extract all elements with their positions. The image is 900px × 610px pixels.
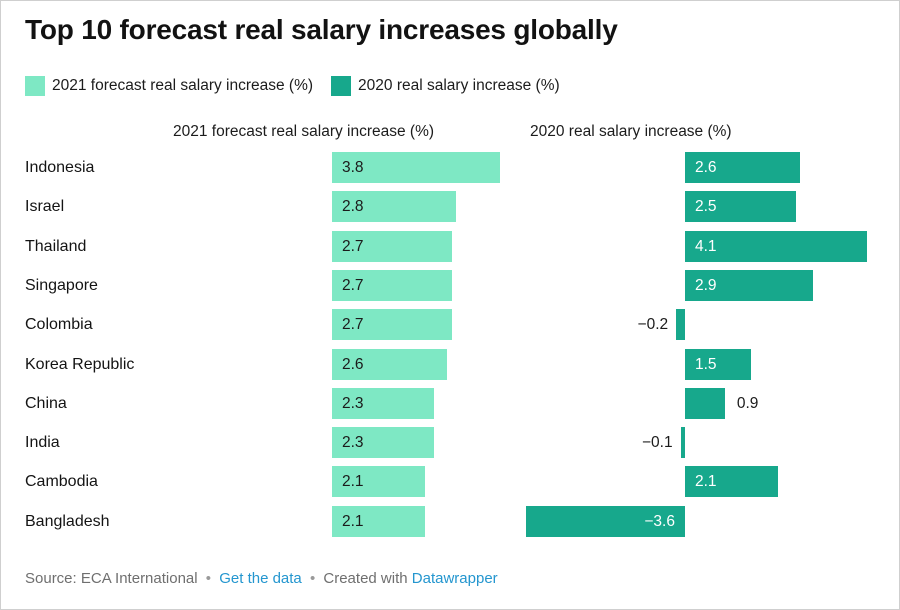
value-label-2021: 2.3 (342, 434, 364, 452)
value-label-2020: 4.1 (695, 237, 717, 255)
bar-2021[interactable]: 2.8 (332, 191, 457, 223)
get-the-data-link[interactable]: Get the data (219, 570, 302, 587)
legend-item-2020: 2020 real salary increase (%) (331, 76, 560, 96)
bar-2021[interactable]: 2.3 (332, 387, 434, 419)
bar-2020[interactable] (676, 309, 685, 341)
column-header-2021: 2021 forecast real salary increase (%) (173, 123, 435, 140)
bar-2020[interactable]: 2.5 (685, 191, 796, 223)
value-label-2021: 2.8 (342, 198, 364, 216)
row-label: Cambodia (25, 473, 98, 491)
legend-label-2020: 2020 real salary increase (%) (358, 77, 560, 94)
legend-swatch-2020-icon (331, 76, 352, 96)
legend-item-2021: 2021 forecast real salary increase (%) (25, 76, 313, 96)
bar-2020[interactable]: −3.6 (525, 505, 685, 537)
bar-2020[interactable]: 2.1 (685, 466, 779, 498)
legend-swatch-2021-icon (25, 76, 45, 96)
bar-2020[interactable]: 4.1 (685, 230, 867, 262)
source-text: Source: ECA International (25, 570, 198, 587)
row-label: Indonesia (25, 159, 95, 176)
value-label-2020: −0.2 (637, 316, 669, 334)
value-label-2021: 2.7 (342, 316, 364, 334)
value-label-2020: −3.6 (644, 512, 675, 530)
row-label: China (25, 394, 67, 412)
value-label-2020: 2.9 (695, 276, 717, 294)
value-label-2021: 2.7 (342, 237, 364, 255)
bar-2021[interactable]: 2.1 (332, 466, 426, 498)
bar-2020[interactable]: 2.9 (685, 269, 814, 301)
chart-title: Top 10 forecast real salary increases gl… (25, 14, 618, 45)
footer-separator: • (205, 570, 212, 587)
datawrapper-link[interactable]: Datawrapper (411, 570, 498, 587)
bar-2021[interactable]: 2.7 (332, 309, 452, 341)
bar-2021[interactable]: 3.8 (332, 152, 501, 183)
value-label-2021: 2.1 (342, 473, 364, 491)
value-label-2021: 2.3 (342, 394, 364, 412)
row-label: Colombia (25, 316, 93, 334)
value-label-2021: 2.6 (342, 355, 364, 373)
bar-2021[interactable]: 2.7 (332, 269, 452, 301)
legend: 2021 forecast real salary increase (%) 2… (25, 76, 560, 96)
value-label-2021: 2.7 (342, 276, 364, 294)
row-label: Singapore (25, 276, 98, 294)
bar-2020[interactable]: 1.5 (685, 348, 752, 380)
row-label: Thailand (25, 237, 87, 255)
row-label: Israel (25, 198, 65, 216)
bar-2020[interactable] (680, 427, 685, 459)
row-label: India (25, 434, 60, 452)
bar-2021[interactable]: 2.6 (332, 348, 448, 380)
value-label-2020: −0.1 (641, 434, 673, 452)
bar-2020[interactable] (685, 387, 725, 419)
legend-label-2021: 2021 forecast real salary increase (%) (52, 77, 314, 94)
row-label: Korea Republic (25, 355, 135, 373)
value-label-2020: 2.1 (695, 473, 717, 491)
created-with-text: Created with (323, 570, 408, 587)
value-label-2020: 1.5 (695, 355, 717, 373)
footer-separator: • (309, 570, 316, 587)
value-label-2020: 2.5 (695, 198, 717, 216)
bar-2021[interactable]: 2.3 (332, 427, 434, 459)
bar-2021[interactable]: 2.7 (332, 230, 452, 262)
footer: Source: ECA International • Get the data… (25, 570, 498, 587)
row-label: Bangladesh (25, 512, 110, 530)
value-label-2020: 2.6 (695, 159, 717, 176)
value-label-2021: 3.8 (342, 159, 364, 176)
value-label-2021: 2.1 (342, 512, 364, 530)
bar-2021[interactable]: 2.1 (332, 505, 426, 537)
column-header-2020: 2020 real salary increase (%) (530, 123, 732, 140)
bar-2020[interactable]: 2.6 (685, 152, 801, 183)
value-label-2020: 0.9 (736, 394, 759, 412)
